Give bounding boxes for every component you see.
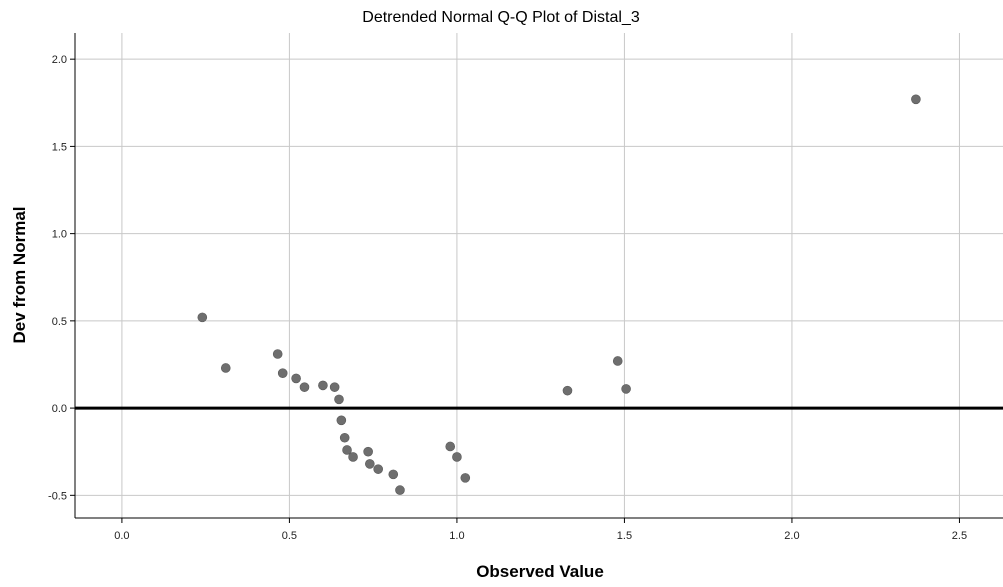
- data-point: [348, 452, 358, 462]
- data-point: [291, 373, 301, 384]
- data-point: [336, 415, 347, 426]
- x-axis-label: Observed Value: [476, 562, 604, 581]
- data-point: [220, 363, 231, 373]
- axis-layer: [70, 33, 1003, 523]
- x-tick-label: 1.0: [449, 530, 464, 542]
- y-axis-label: Dev from Normal: [10, 207, 29, 344]
- data-point: [388, 469, 399, 480]
- y-tick-label: 2.0: [52, 54, 67, 66]
- data-point: [363, 446, 373, 457]
- x-tick-label: 0.5: [282, 530, 297, 542]
- data-point: [460, 473, 471, 483]
- data-point: [277, 368, 288, 378]
- data-point: [445, 441, 456, 452]
- data-point: [612, 356, 623, 366]
- y-tick-label: 0.0: [52, 403, 67, 415]
- y-tick-label: 1.0: [52, 229, 67, 241]
- data-point: [318, 380, 328, 391]
- x-tick-label: 0.0: [114, 530, 129, 542]
- y-tick-label: -0.5: [48, 490, 67, 502]
- data-point: [621, 384, 631, 394]
- grid-layer: [75, 33, 1003, 518]
- data-point: [339, 432, 350, 443]
- data-point: [197, 312, 208, 323]
- y-tick-label: 0.5: [52, 316, 67, 328]
- data-point: [395, 485, 405, 495]
- point-layer: [197, 94, 921, 495]
- data-point: [365, 459, 375, 469]
- x-tick-label: 2.5: [952, 530, 967, 542]
- data-point: [342, 445, 352, 455]
- data-point: [334, 394, 344, 405]
- data-point: [373, 464, 383, 474]
- tick-label-layer: 0.0 0.5 1.0 1.5 2.0 2.5 -0.5 0.0 0.5 1.0 1.5 2.0: [48, 54, 967, 542]
- chart-title: Detrended Normal Q-Q Plot of Distal_3: [362, 9, 640, 26]
- data-point: [911, 94, 921, 105]
- data-point: [272, 349, 283, 359]
- data-point: [329, 382, 340, 392]
- x-tick-label: 2.0: [784, 530, 799, 542]
- x-tick-label: 1.5: [617, 530, 632, 542]
- data-point: [299, 382, 310, 392]
- y-tick-label: 1.5: [52, 141, 67, 153]
- data-point: [452, 452, 462, 462]
- data-point: [562, 385, 573, 396]
